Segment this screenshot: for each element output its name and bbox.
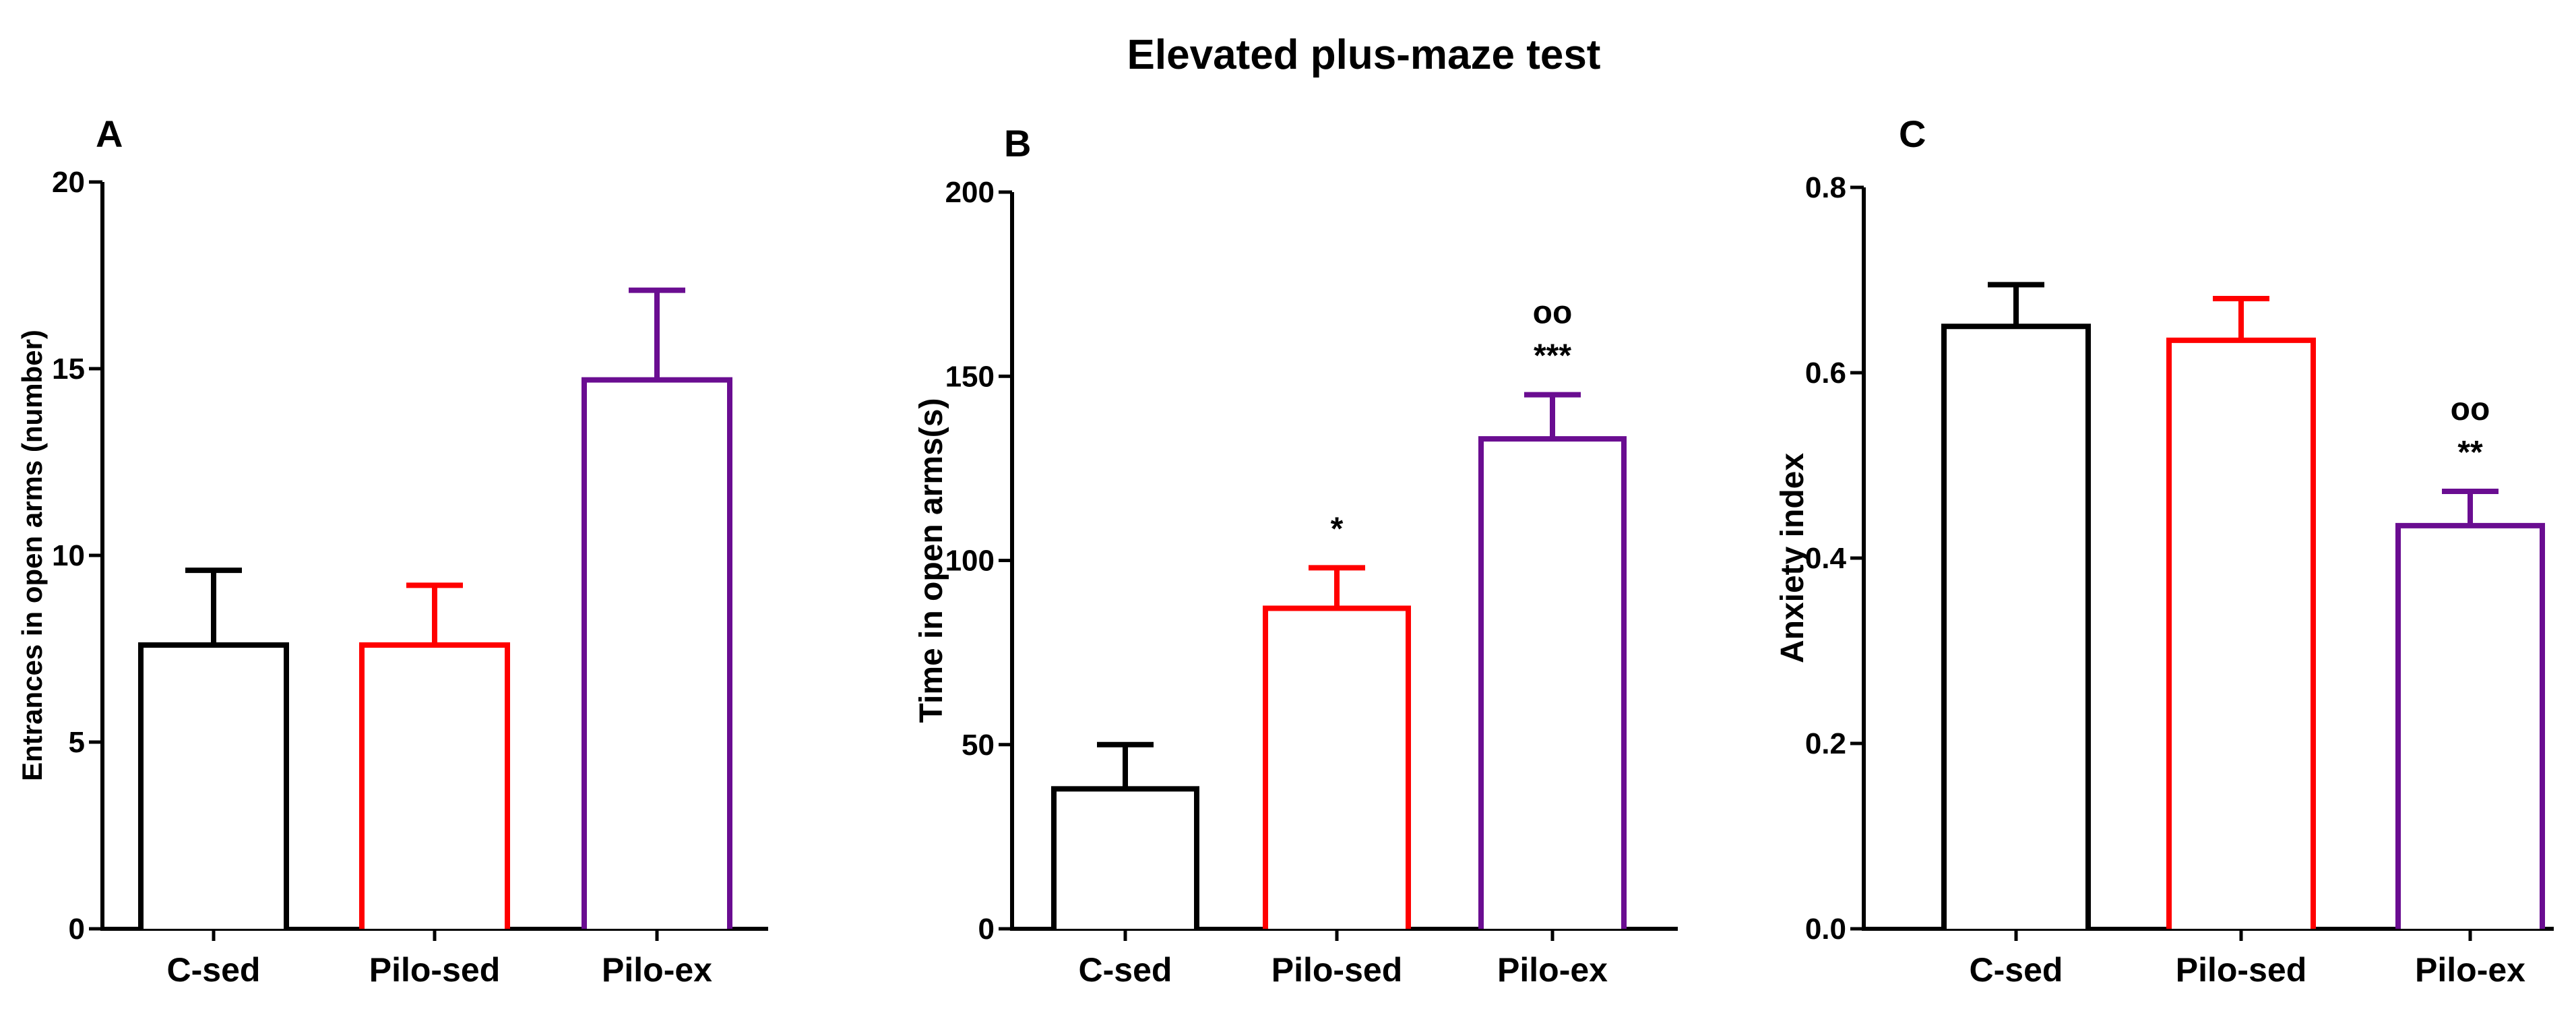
y-tick-label: 50 <box>962 729 995 762</box>
chart-panel-b: B Time in open arms(s) 0 50 100 150 200 C-sed Pi… <box>914 122 1678 989</box>
figure-title: Elevated plus-maze test <box>1127 32 1601 78</box>
x-tick-label: Pilo-sed <box>2176 951 2306 989</box>
x-tick-label: Pilo-sed <box>1271 951 1402 989</box>
y-tick-label: 200 <box>945 176 995 209</box>
x-tick-label: C-sed <box>1079 951 1172 989</box>
x-tick-label: C-sed <box>1970 951 2063 989</box>
panels: A Entrances in open arms (number) 0 5 10 15 20… <box>16 113 2554 989</box>
significance-label: oo <box>1533 295 1573 331</box>
significance-label: *** <box>1534 338 1571 374</box>
panel-letter: A <box>96 113 123 155</box>
significance-label: ** <box>2457 435 2483 470</box>
bar-pilo-sed <box>2166 337 2316 929</box>
significance-label: oo <box>2451 392 2490 427</box>
y-tick-label: 20 <box>52 166 85 199</box>
y-axis-label: Anxiety index <box>1775 453 1811 663</box>
y-tick-label: 10 <box>52 539 85 572</box>
bar-c-sed <box>1941 324 2091 929</box>
x-tick-label: Pilo-ex <box>602 951 712 989</box>
y-tick-label: 0 <box>978 913 995 946</box>
bar-pilo-ex <box>1478 436 1627 929</box>
y-axis-label: Entrances in open arms (number) <box>16 330 48 781</box>
y-tick-label: 0.6 <box>1805 357 1846 390</box>
x-tick-label: Pilo-ex <box>1497 951 1608 989</box>
y-tick-label: 0.4 <box>1805 542 1847 575</box>
x-tick-label: C-sed <box>167 951 261 989</box>
bar-pilo-ex <box>2395 522 2545 929</box>
y-tick-label: 0.2 <box>1805 727 1846 760</box>
bar-c-sed <box>1051 786 1199 929</box>
y-tick-label: 100 <box>945 545 995 578</box>
bar-pilo-ex <box>582 377 732 929</box>
y-tick-label: 15 <box>52 353 85 386</box>
y-tick-label: 0.8 <box>1805 171 1846 204</box>
significance-label: * <box>1331 511 1344 547</box>
y-tick-label: 150 <box>945 360 995 393</box>
x-tick-label: Pilo-sed <box>369 951 500 989</box>
bar-pilo-sed <box>1263 605 1411 929</box>
bar-pilo-sed <box>359 642 510 929</box>
bar-c-sed <box>138 642 289 929</box>
panel-letter: B <box>1004 122 1031 164</box>
y-tick-label: 5 <box>69 726 85 759</box>
x-tick-label: Pilo-ex <box>2415 951 2525 989</box>
y-axis-label: Time in open arms(s) <box>914 398 949 723</box>
chart-panel-a: A Entrances in open arms (number) 0 5 10 15 20… <box>16 113 768 989</box>
chart-panel-c: C Anxiety index 0.0 0.2 0.4 0.6 0.8 C-sed Pilo-s… <box>1775 113 2554 989</box>
y-tick-label: 0 <box>69 913 85 946</box>
y-tick-label: 0.0 <box>1805 913 1846 946</box>
panel-letter: C <box>1899 113 1926 155</box>
